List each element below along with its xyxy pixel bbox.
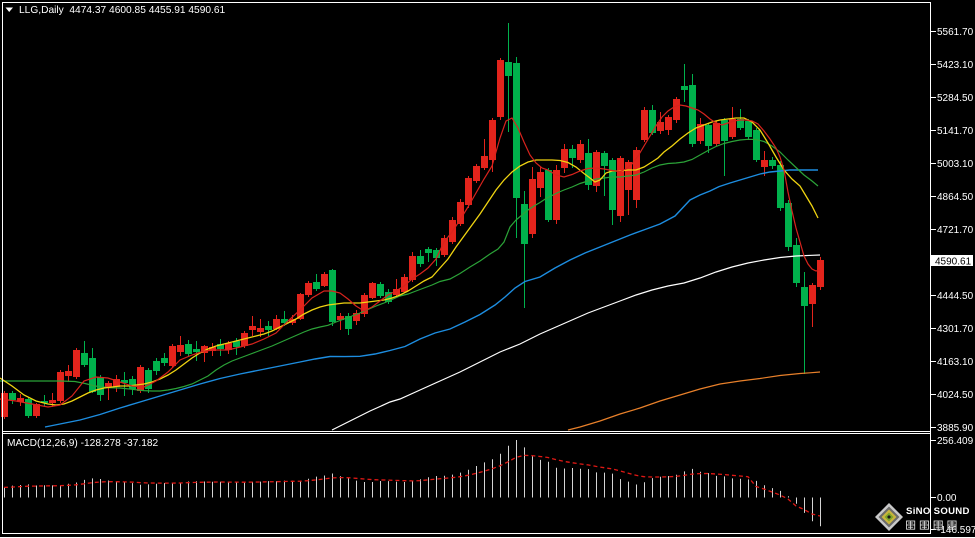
svg-text:LLG,Daily 4474.37 4600.85 445: LLG,Daily 4474.37 4600.85 4455.91 4590.6…: [19, 5, 226, 16]
svg-text:4864.50: 4864.50: [937, 192, 974, 203]
svg-text:5003.10: 5003.10: [937, 159, 974, 170]
svg-text:4444.50: 4444.50: [937, 291, 974, 302]
svg-text:-146.597: -146.597: [937, 525, 975, 536]
svg-text:4721.70: 4721.70: [937, 225, 974, 236]
svg-text:4301.70: 4301.70: [937, 324, 974, 335]
svg-text:MACD(12,26,9) -128.278 -37.182: MACD(12,26,9) -128.278 -37.182: [7, 438, 159, 449]
svg-text:5561.70: 5561.70: [937, 27, 974, 38]
svg-text:4024.50: 4024.50: [937, 390, 974, 401]
svg-text:3885.90: 3885.90: [937, 423, 974, 434]
svg-text:4163.10: 4163.10: [937, 357, 974, 368]
svg-text:5141.70: 5141.70: [937, 126, 974, 137]
svg-text:SiNO SOUND: SiNO SOUND: [906, 506, 970, 517]
svg-text:5284.50: 5284.50: [937, 93, 974, 104]
svg-text:256.409: 256.409: [937, 436, 974, 447]
svg-text:4590.61: 4590.61: [935, 257, 972, 268]
svg-text:5423.10: 5423.10: [937, 60, 974, 71]
svg-text:0.00: 0.00: [937, 493, 957, 504]
